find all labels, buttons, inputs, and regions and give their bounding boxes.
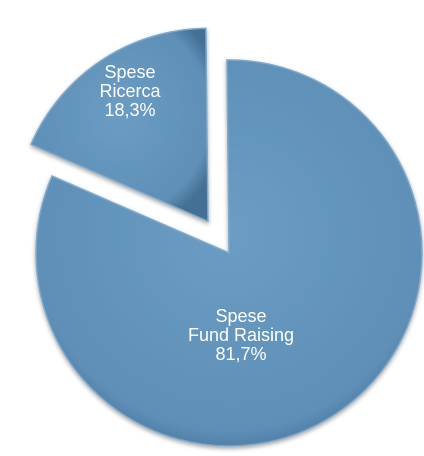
slice-label: Spese Fund Raising xyxy=(188,306,294,345)
pie-slice xyxy=(35,59,423,447)
slice-value-label: 81,7% xyxy=(215,344,266,364)
slice-label: Spese Ricerca xyxy=(99,62,161,101)
pie-slice xyxy=(30,27,209,223)
slice-value-label: 18,3% xyxy=(104,100,155,120)
